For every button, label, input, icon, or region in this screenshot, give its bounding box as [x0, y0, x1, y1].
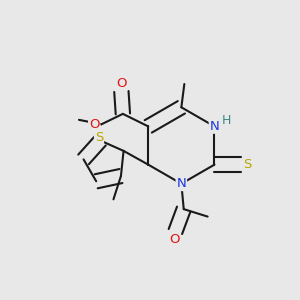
Text: O: O: [169, 233, 180, 246]
Text: N: N: [176, 177, 186, 190]
Text: S: S: [95, 130, 103, 143]
Text: O: O: [89, 118, 100, 131]
Text: H: H: [222, 114, 231, 127]
Text: O: O: [116, 76, 127, 90]
Text: S: S: [243, 158, 251, 171]
Text: N: N: [210, 120, 219, 133]
